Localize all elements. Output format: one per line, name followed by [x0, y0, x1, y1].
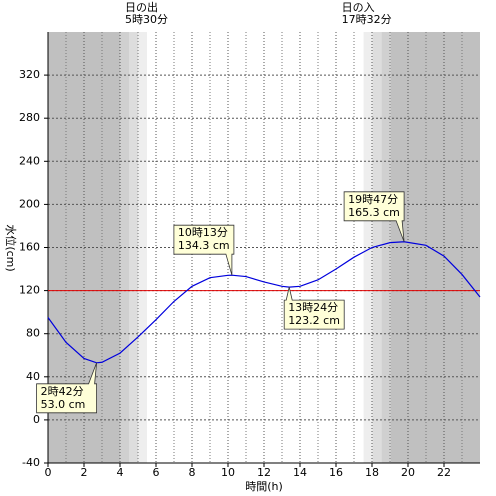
sun-event-label: 日の入: [342, 1, 375, 14]
callout-height: 53.0 cm: [41, 398, 86, 411]
x-tick-label: 10: [221, 466, 235, 479]
callout-box: [173, 224, 235, 276]
callout-height: 123.2 cm: [288, 314, 340, 327]
x-tick-label: 20: [401, 466, 415, 479]
callout-time: 13時24分: [288, 301, 338, 314]
x-tick-label: 0: [45, 466, 52, 479]
callout-box: [343, 191, 405, 242]
x-axis-label: 時間(h): [245, 480, 283, 493]
y-tick-label: 200: [19, 197, 40, 210]
x-tick-label: 22: [437, 466, 451, 479]
sun-event-time: 5時30分: [125, 13, 168, 26]
x-tick-label: 18: [365, 466, 379, 479]
callout-time: 2時42分: [41, 385, 84, 398]
callout-height: 165.3 cm: [348, 206, 400, 219]
y-tick-label: 80: [26, 327, 40, 340]
night-shade: [138, 32, 147, 463]
sun-event-label: 日の出: [125, 0, 158, 14]
y-tick-label: 160: [19, 241, 40, 254]
callout-time: 10時13分: [178, 226, 228, 239]
y-tick-label: 320: [19, 68, 40, 81]
y-tick-label: -40: [22, 456, 40, 469]
x-tick-label: 4: [117, 466, 124, 479]
night-shade: [381, 32, 391, 463]
y-tick-label: 0: [33, 413, 40, 426]
y-tick-label: 120: [19, 284, 40, 297]
callout-time: 19時47分: [348, 193, 398, 206]
callout-height: 134.3 cm: [178, 239, 230, 252]
x-tick-label: 14: [293, 466, 307, 479]
tide-line: [47, 241, 481, 364]
callout-box: [36, 362, 97, 414]
y-tick-label: 280: [19, 111, 40, 124]
callout-box: [283, 287, 345, 330]
x-tick-label: 16: [329, 466, 343, 479]
x-tick-label: 8: [189, 466, 196, 479]
sun-event-time: 17時32分: [342, 13, 392, 26]
y-tick-label: 40: [26, 370, 40, 383]
x-tick-label: 12: [257, 466, 271, 479]
y-tick-label: 240: [19, 154, 40, 167]
x-tick-label: 6: [153, 466, 160, 479]
x-tick-label: 2: [81, 466, 88, 479]
y-axis-label: 水位(cm): [4, 224, 18, 271]
